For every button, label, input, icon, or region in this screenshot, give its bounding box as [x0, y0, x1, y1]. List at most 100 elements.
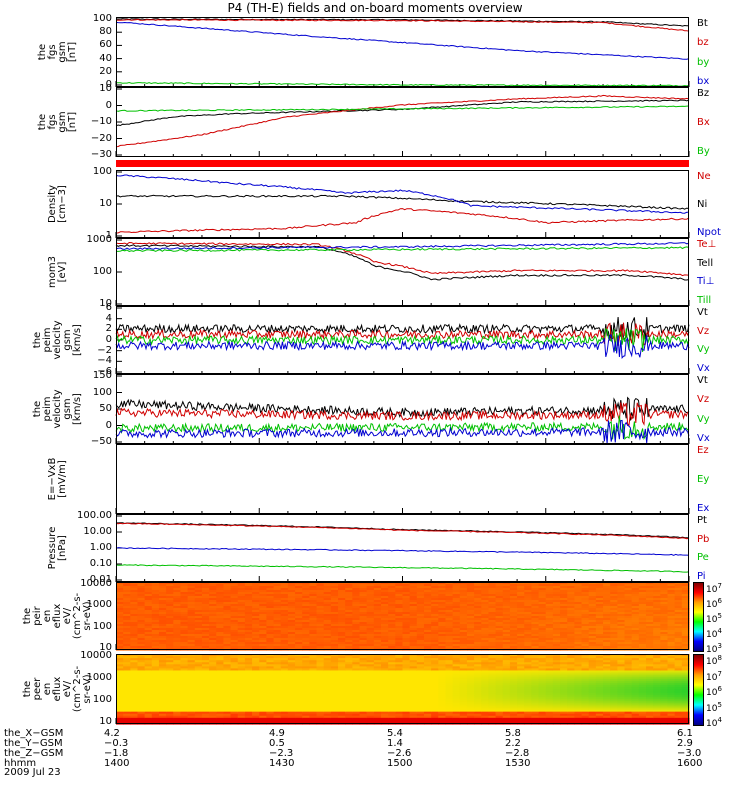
heatmap-cell	[574, 644, 583, 647]
panel-fgs-gsm-svg	[115, 17, 690, 87]
heatmap-cell	[187, 693, 196, 696]
heatmap-cell	[445, 693, 454, 696]
heatmap-cell	[309, 717, 318, 721]
heatmap-cell	[116, 693, 124, 696]
heatmap-cell	[588, 622, 597, 625]
heatmap-cell	[158, 644, 167, 647]
heatmap-cell	[667, 586, 676, 589]
heatmap-cell	[223, 711, 232, 715]
heatmap-cell	[381, 699, 389, 702]
heatmap-cell	[595, 642, 604, 645]
heatmap-cell	[194, 709, 203, 713]
heatmap-cell	[653, 590, 661, 593]
heatmap-cell	[352, 608, 361, 611]
heatmap-cell	[273, 684, 282, 688]
heatmap-cell	[338, 660, 346, 663]
heatmap-cell	[151, 662, 160, 665]
heatmap-cell	[338, 689, 346, 692]
heatmap-cell	[409, 703, 418, 707]
heatmap-cell	[588, 646, 597, 649]
heatmap-cell	[459, 582, 468, 585]
heatmap-cell	[502, 707, 511, 711]
heatmap-cell	[209, 678, 217, 682]
heatmap-cell	[524, 582, 533, 585]
heatmap-cell	[509, 614, 518, 617]
heatmap-cell	[581, 610, 590, 613]
heatmap-cell	[431, 684, 439, 688]
heatmap-cell	[481, 630, 490, 633]
heatmap-cell	[295, 610, 303, 613]
heatmap-cell	[187, 658, 196, 661]
heatmap-cell	[173, 584, 182, 587]
heatmap-cell	[316, 642, 325, 645]
heatmap-cell	[423, 684, 432, 688]
heatmap-cell	[431, 678, 439, 682]
heatmap-cell	[316, 664, 325, 667]
heatmap-cell	[252, 626, 260, 629]
heatmap-cell	[452, 695, 461, 698]
heatmap-cell	[252, 662, 260, 665]
heatmap-cell	[474, 584, 482, 587]
heatmap-cell	[273, 711, 282, 715]
heatmap-cell	[509, 638, 518, 641]
heatmap-cell	[123, 715, 131, 719]
heatmap-cell	[667, 604, 676, 607]
heatmap-cell	[646, 636, 654, 639]
heatmap-cell	[302, 606, 310, 609]
heatmap-cell	[302, 602, 310, 605]
heatmap-cell	[638, 622, 647, 625]
heatmap-cell	[452, 628, 461, 631]
heatmap-cell	[667, 642, 676, 645]
heatmap-cell	[381, 684, 389, 688]
heatmap-cell	[259, 680, 268, 684]
heatmap-cell	[624, 590, 633, 593]
heatmap-cell	[273, 610, 282, 613]
heatmap-cell	[416, 662, 425, 665]
heatmap-cell	[466, 697, 475, 700]
heatmap-cell	[173, 662, 182, 665]
heatmap-cell	[646, 602, 654, 605]
heatmap-cell	[466, 644, 475, 647]
heatmap-cell	[144, 658, 153, 661]
heatmap-cell	[524, 707, 533, 711]
heatmap-cell	[230, 602, 239, 605]
heatmap-cell	[574, 582, 583, 585]
heatmap-cell	[423, 608, 432, 611]
heatmap-cell	[158, 606, 167, 609]
heatmap-cell	[373, 594, 382, 597]
heatmap-cell	[352, 691, 361, 694]
heatmap-cell	[330, 668, 339, 672]
heatmap-cell	[524, 697, 533, 700]
heatmap-cell	[402, 642, 411, 645]
heatmap-cell	[502, 691, 511, 694]
heatmap-cell	[309, 699, 318, 702]
heatmap-cell	[151, 654, 160, 657]
heatmap-cell	[252, 596, 260, 599]
heatmap-cell	[509, 678, 518, 682]
heatmap-cell	[381, 691, 389, 694]
heatmap-cell	[402, 713, 411, 717]
heatmap-cell	[366, 693, 375, 696]
heatmap-cell	[466, 715, 475, 719]
heatmap-cell	[423, 634, 432, 637]
heatmap-cell	[388, 668, 396, 672]
heatmap-cell	[158, 699, 167, 702]
heatmap-cell	[137, 640, 146, 643]
heatmap-cell	[201, 664, 210, 667]
heatmap-cell	[166, 682, 174, 686]
heatmap-cell	[373, 707, 382, 711]
heatmap-cell	[345, 590, 353, 593]
heatmap-cell	[151, 632, 160, 635]
heatmap-cell	[173, 672, 182, 676]
heatmap-cell	[359, 668, 368, 672]
heatmap-cell	[137, 654, 146, 657]
heatmap-cell	[466, 628, 475, 631]
heatmap-cell	[423, 630, 432, 633]
heatmap-cell	[667, 620, 676, 623]
heatmap-cell	[237, 590, 246, 593]
heatmap-cell	[123, 680, 131, 684]
heatmap-cell	[295, 711, 303, 715]
heatmap-cell	[588, 628, 597, 631]
heatmap-cell	[495, 592, 504, 595]
heatmap-cell	[603, 634, 611, 637]
